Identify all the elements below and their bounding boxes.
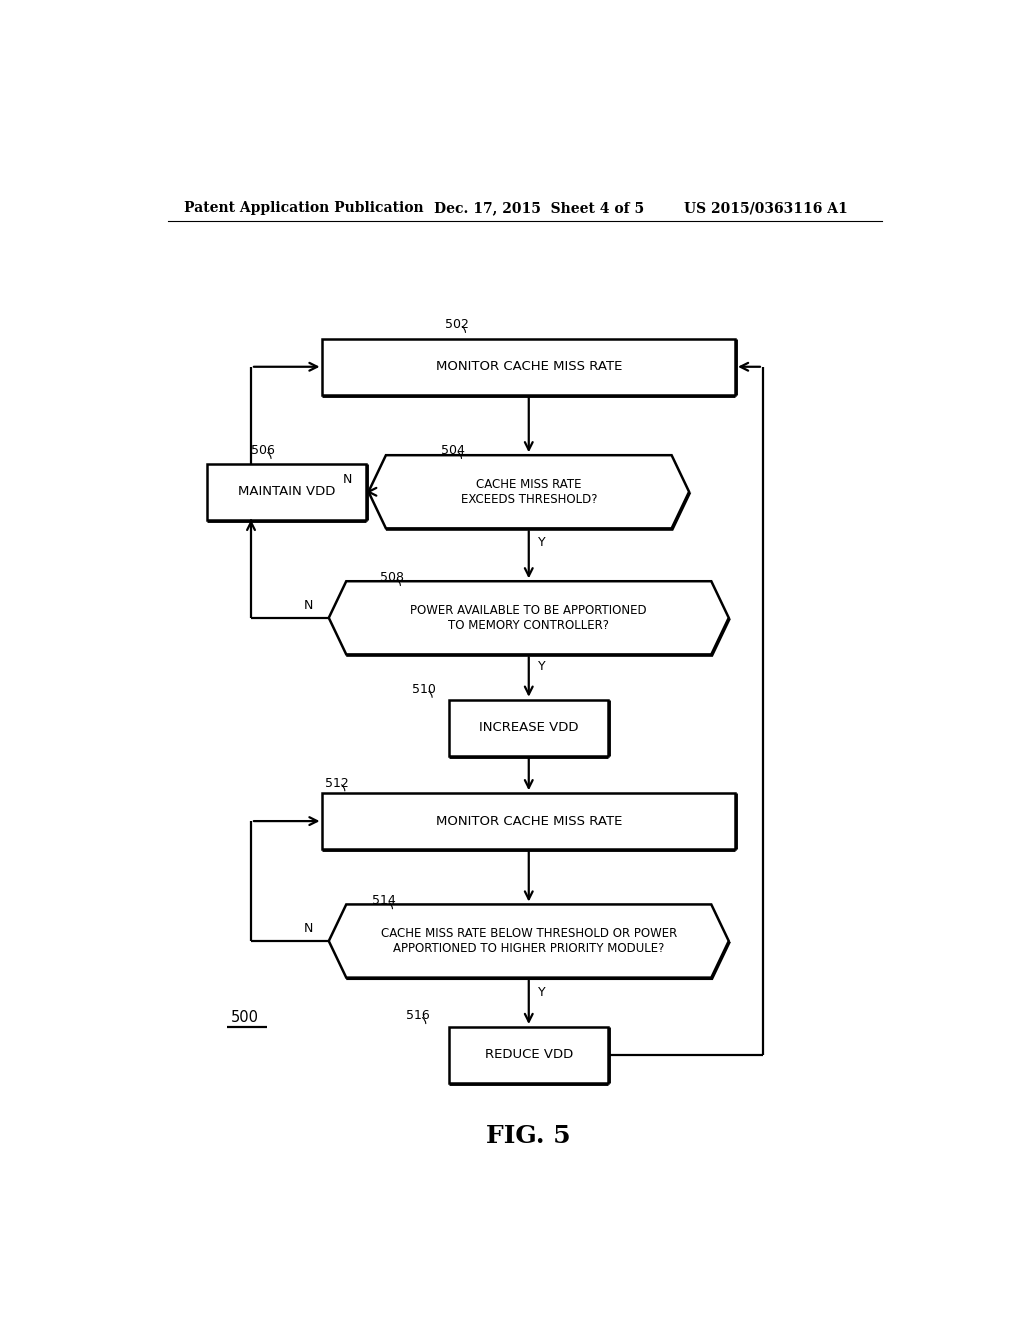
Text: 502: 502 — [445, 318, 469, 331]
FancyBboxPatch shape — [450, 700, 608, 755]
Text: MONITOR CACHE MISS RATE: MONITOR CACHE MISS RATE — [435, 360, 622, 374]
Text: 510: 510 — [412, 682, 436, 696]
FancyBboxPatch shape — [207, 463, 367, 520]
Text: Y: Y — [539, 986, 546, 999]
Text: MAINTAIN VDD: MAINTAIN VDD — [238, 486, 336, 498]
Text: MONITOR CACHE MISS RATE: MONITOR CACHE MISS RATE — [435, 814, 622, 828]
Text: INCREASE VDD: INCREASE VDD — [479, 721, 579, 734]
Text: Patent Application Publication: Patent Application Publication — [183, 201, 423, 215]
Text: Y: Y — [539, 536, 546, 549]
Text: Dec. 17, 2015  Sheet 4 of 5: Dec. 17, 2015 Sheet 4 of 5 — [433, 201, 644, 215]
Text: N: N — [343, 473, 352, 486]
Text: 514: 514 — [373, 895, 396, 907]
Text: 516: 516 — [406, 1010, 429, 1022]
Text: Y: Y — [539, 660, 546, 673]
FancyBboxPatch shape — [323, 339, 735, 395]
Text: 500: 500 — [231, 1010, 259, 1024]
Text: 504: 504 — [441, 444, 465, 457]
Text: CACHE MISS RATE
EXCEEDS THRESHOLD?: CACHE MISS RATE EXCEEDS THRESHOLD? — [461, 478, 597, 506]
Text: N: N — [303, 923, 312, 936]
Text: 512: 512 — [325, 776, 348, 789]
FancyBboxPatch shape — [450, 1027, 608, 1082]
Text: US 2015/0363116 A1: US 2015/0363116 A1 — [684, 201, 847, 215]
Text: FIG. 5: FIG. 5 — [486, 1125, 571, 1148]
Text: 508: 508 — [380, 572, 404, 585]
Polygon shape — [329, 581, 729, 655]
Text: POWER AVAILABLE TO BE APPORTIONED
TO MEMORY CONTROLLER?: POWER AVAILABLE TO BE APPORTIONED TO MEM… — [411, 603, 647, 632]
Text: CACHE MISS RATE BELOW THRESHOLD OR POWER
APPORTIONED TO HIGHER PRIORITY MODULE?: CACHE MISS RATE BELOW THRESHOLD OR POWER… — [381, 927, 677, 956]
Polygon shape — [329, 904, 729, 978]
Polygon shape — [369, 455, 689, 528]
Text: N: N — [303, 599, 312, 612]
Text: REDUCE VDD: REDUCE VDD — [484, 1048, 572, 1061]
Text: 506: 506 — [251, 444, 274, 457]
FancyBboxPatch shape — [323, 793, 735, 849]
